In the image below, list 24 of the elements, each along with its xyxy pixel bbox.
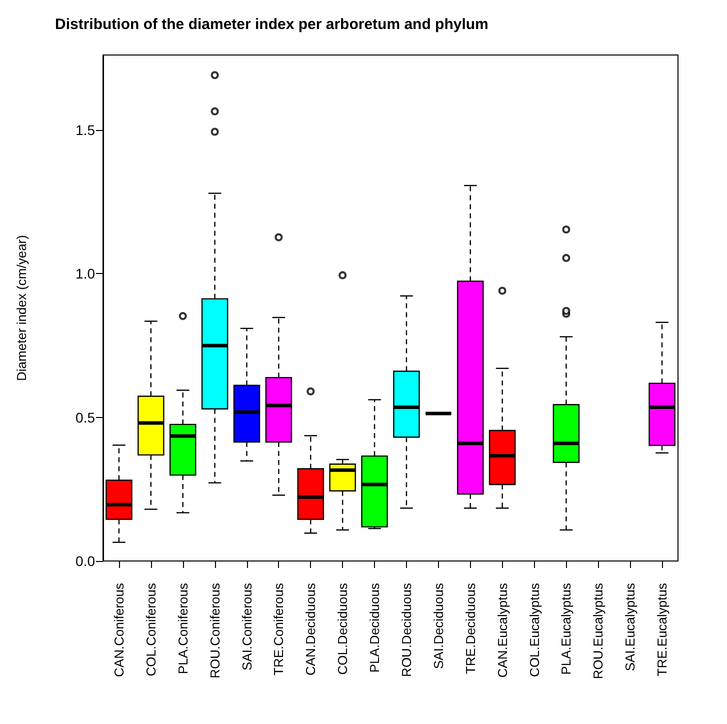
- x-tick-label: PLA.Deciduous: [367, 582, 382, 673]
- x-tick-label: PLA.Eucalyptus: [558, 582, 574, 675]
- x-tick-label: COL.Coniferous: [143, 582, 158, 676]
- x-tick-label: ROU.Deciduous: [398, 582, 414, 677]
- x-tick-label: TRE.Coniferous: [271, 582, 286, 676]
- chart-title: Distribution of the diameter index per arboretum and phylum: [55, 16, 488, 33]
- x-tick-label: ROU.Coniferous: [207, 582, 222, 678]
- x-tick-label: CAN.Coniferous: [111, 582, 126, 677]
- x-tick-label: SAI.Coniferous: [239, 582, 254, 670]
- y-tick-label: 0.0: [76, 553, 96, 569]
- x-tick-label: CAN.Eucalyptus: [494, 582, 510, 678]
- x-tick-label: ROU.Eucalyptus: [590, 582, 606, 680]
- x-tick-label: PLA.Coniferous: [175, 582, 190, 674]
- x-tick-label: COL.Deciduous: [335, 582, 350, 675]
- x-tick-label: COL.Eucalyptus: [526, 582, 542, 677]
- y-tick-label: 1.0: [76, 266, 96, 282]
- x-tick-label: SAI.Deciduous: [430, 582, 446, 669]
- x-tick-label: SAI.Eucalyptus: [622, 582, 638, 672]
- x-tick-label: TRE.Eucalyptus: [654, 582, 670, 676]
- y-axis-title: Diameter index (cm/year): [14, 235, 29, 381]
- x-tick-label: CAN.Deciduous: [303, 582, 318, 676]
- x-tick-label: TRE.Deciduous: [462, 582, 478, 674]
- y-tick-label: 0.5: [76, 409, 96, 426]
- y-tick-label: 1.5: [76, 122, 96, 138]
